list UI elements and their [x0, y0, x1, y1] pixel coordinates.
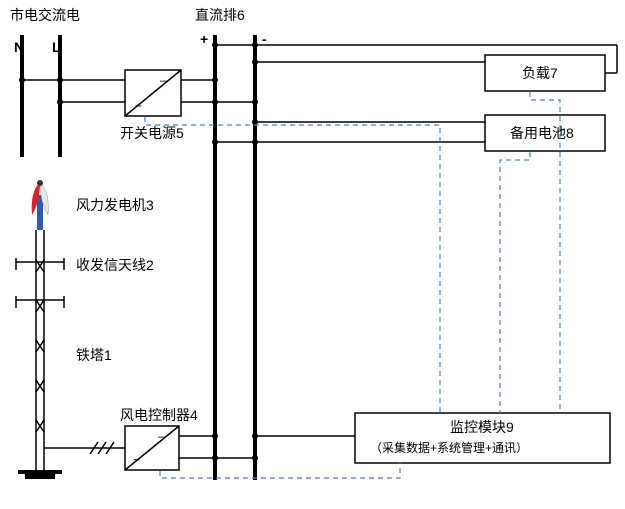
tower-label: 铁塔1 [76, 347, 112, 363]
node-dcm-load [252, 59, 258, 65]
psu-label: 开关电源5 [120, 125, 184, 141]
plus-label: + [200, 31, 208, 47]
node-n1 [19, 77, 25, 83]
psu-ac-mark: ~ [135, 99, 142, 113]
dc-bus-label: 直流排6 [195, 7, 245, 23]
comm-psu-to-monitor [145, 117, 440, 413]
node-l1 [57, 99, 63, 105]
node-l0 [57, 77, 63, 83]
node-dcm-batt2 [252, 139, 258, 145]
tower-icon [16, 180, 64, 479]
three-phase-icon [90, 442, 114, 454]
l-label: L [52, 39, 61, 55]
node-dcp-top-load [212, 42, 218, 48]
load-label: 负载7 [522, 65, 558, 81]
controller-label: 风电控制器4 [120, 407, 198, 423]
comm-ctrl-to-monitor [160, 463, 400, 478]
psu-dc-mark: – [160, 73, 167, 87]
monitor-label2: （采集数据+系统管理+通讯） [370, 440, 528, 455]
n-label: N [14, 39, 24, 55]
turbine-label: 风力发电机3 [76, 197, 154, 213]
monitor-label1: 监控模块9 [450, 419, 514, 435]
node-dcp-ctrl2 [212, 455, 218, 461]
node-dcp-ctrl [212, 433, 218, 439]
node-dcm-mon [252, 433, 258, 439]
battery-label: 备用电池8 [510, 125, 574, 141]
node-dcp-batt [212, 139, 218, 145]
node-dcm1 [252, 99, 258, 105]
comm-batt-to-monitor [500, 152, 530, 413]
node-dcm-ctrl [252, 455, 258, 461]
node-dcm-batt [252, 119, 258, 125]
node-dcp1 [212, 77, 218, 83]
node-dcm-top-load [252, 42, 258, 48]
node-dcp1b [212, 99, 218, 105]
antenna-label: 收发信天线2 [76, 257, 154, 273]
ctrl-ac-mark: ~ [133, 453, 140, 467]
ctrl-dc-mark: – [158, 429, 165, 443]
ac-input-label: 市电交流电 [10, 7, 80, 23]
